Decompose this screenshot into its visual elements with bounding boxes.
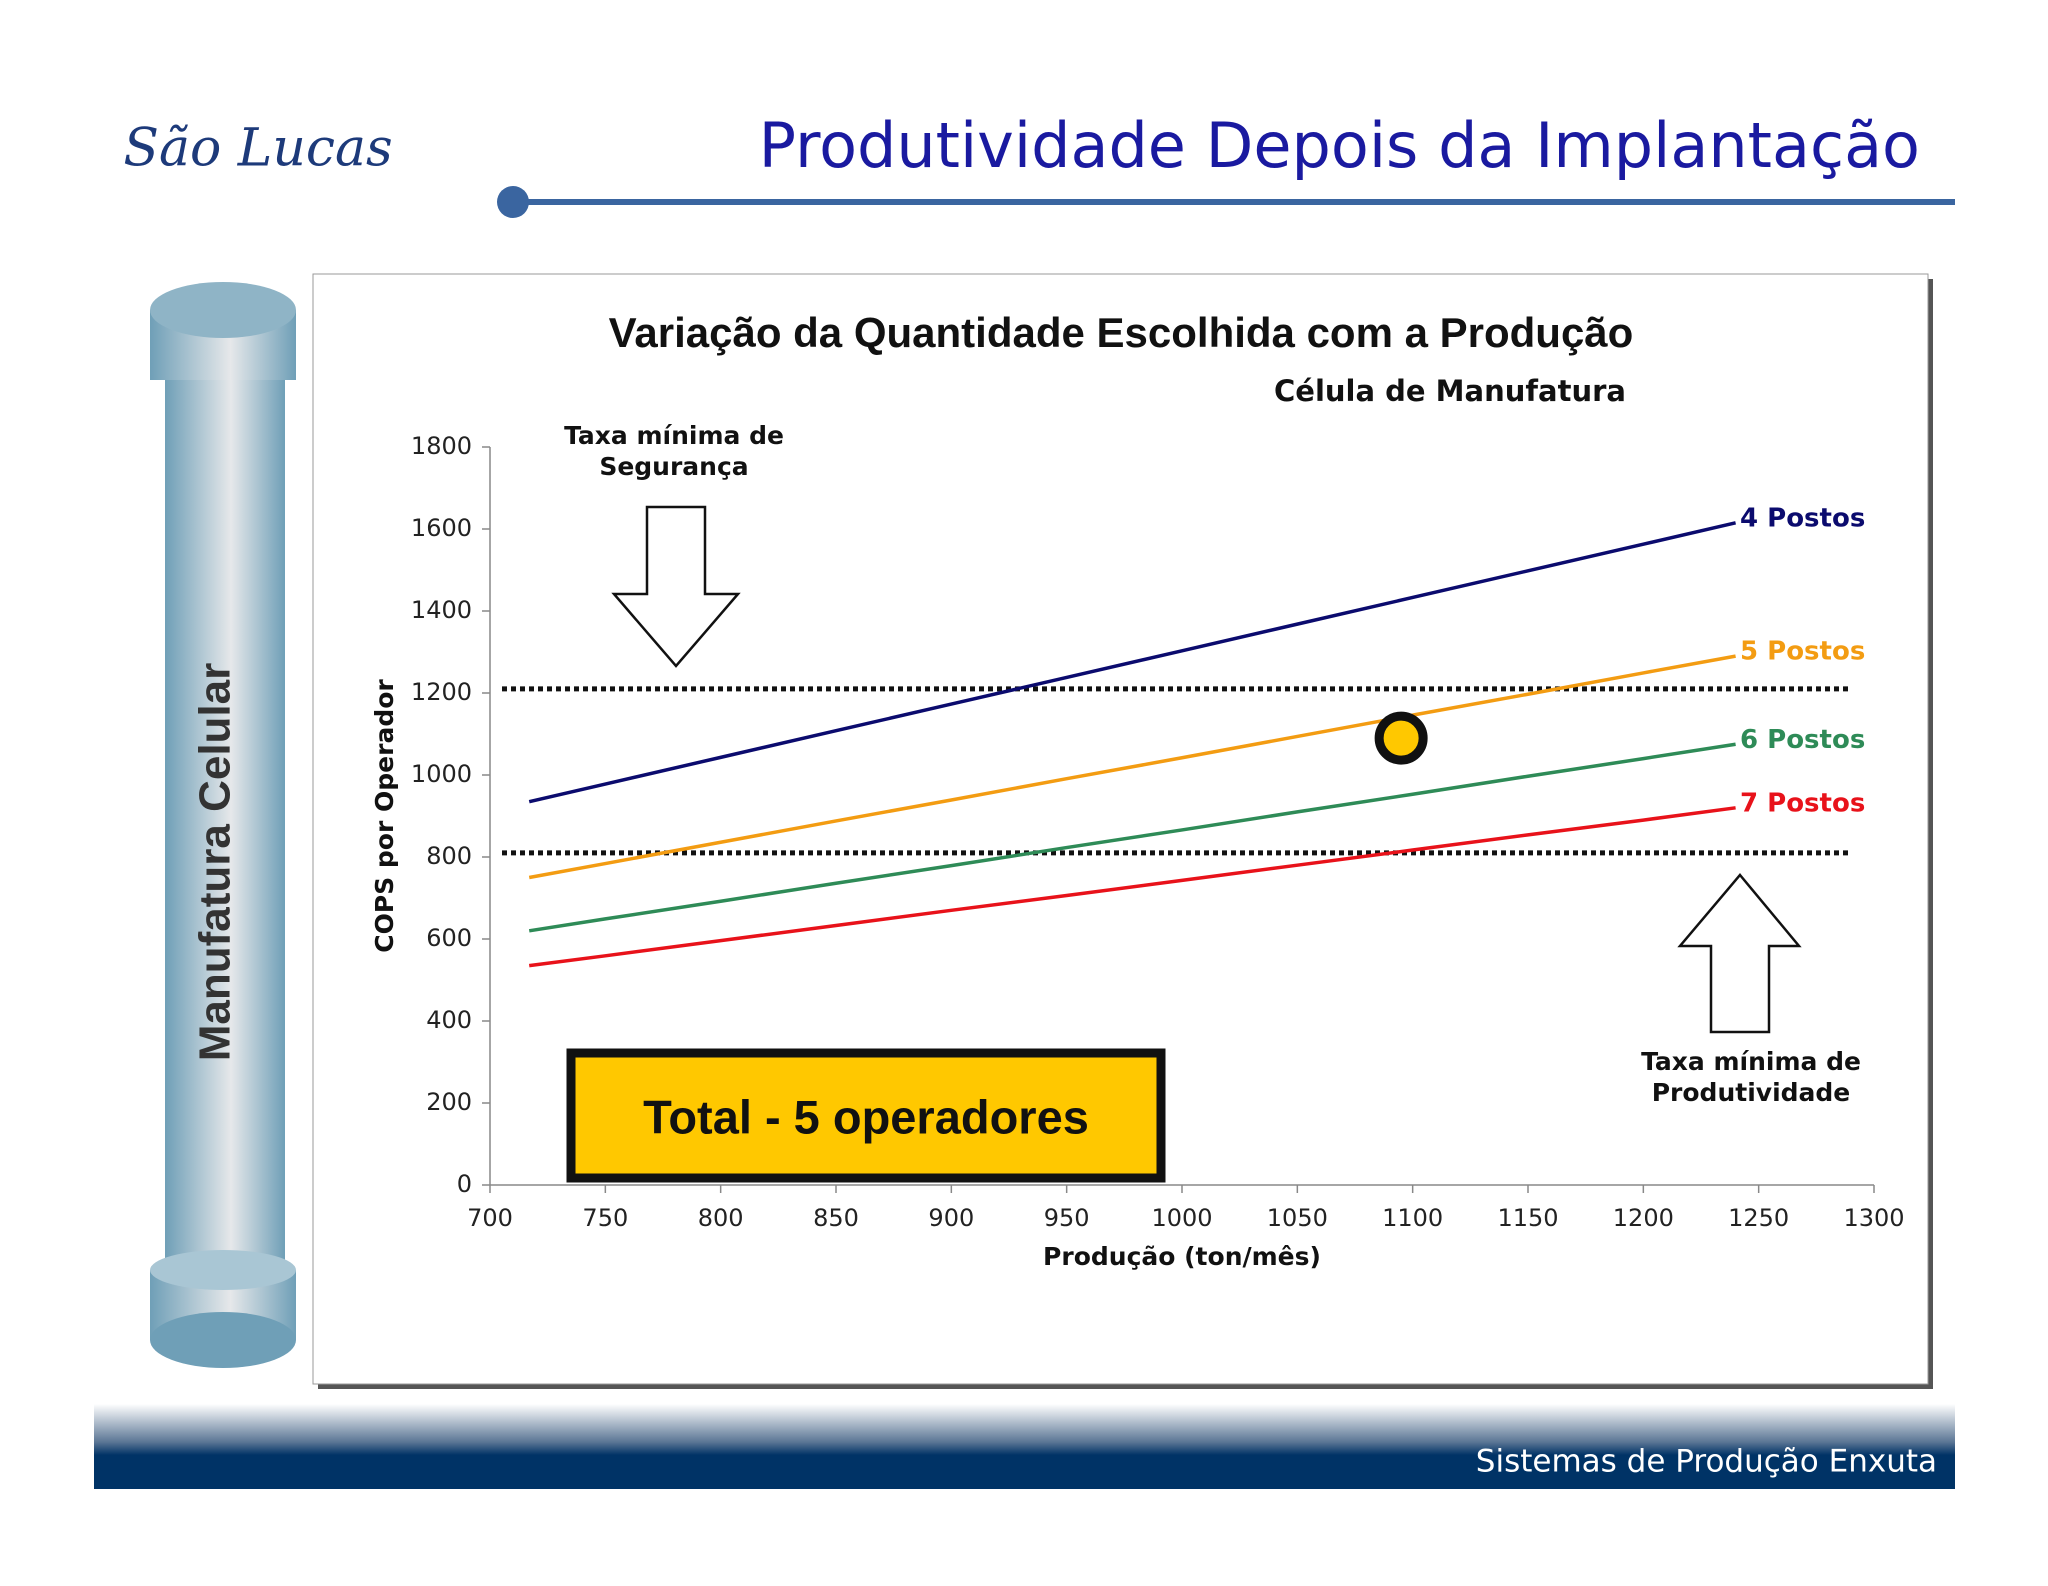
annotation: Taxa mínima de — [564, 421, 784, 450]
series-line — [528, 806, 1736, 968]
x-tick-label: 950 — [1044, 1204, 1090, 1232]
annotation: Segurança — [599, 452, 748, 481]
y-tick-label: 1600 — [411, 514, 472, 542]
series-label: 4 Postos — [1740, 503, 1865, 533]
callout-text: Total - 5 operadores — [643, 1090, 1089, 1143]
highlight-point — [1374, 711, 1428, 765]
footer-band — [94, 1404, 1955, 1489]
series-line — [528, 521, 1736, 804]
y-tick-label: 800 — [426, 842, 472, 870]
annotation: Taxa mínima de — [1641, 1047, 1861, 1076]
y-tick-label: 0 — [457, 1170, 472, 1198]
series-label: 6 Postos — [1740, 725, 1865, 755]
footer-text: Sistemas de Produção Enxuta — [1476, 1444, 1937, 1480]
chart-title: Variação da Quantidade Escolhida com a P… — [609, 309, 1634, 356]
y-tick-label: 600 — [426, 924, 472, 952]
arrow-down — [611, 505, 741, 668]
x-tick-label: 750 — [582, 1204, 628, 1232]
x-tick-label: 900 — [928, 1204, 974, 1232]
y-tick-label: 1800 — [411, 432, 472, 460]
x-axis-label: Produção (ton/mês) — [1043, 1242, 1321, 1271]
side-cylinder — [150, 282, 296, 1368]
arrow-up — [1677, 873, 1802, 1034]
logo: São Lucas — [123, 119, 392, 179]
series-line — [528, 742, 1736, 933]
annotation: Produtividade — [1652, 1078, 1851, 1107]
x-tick-label: 1200 — [1613, 1204, 1674, 1232]
x-tick-label: 700 — [467, 1204, 513, 1232]
series-label: 7 Postos — [1740, 788, 1865, 818]
x-tick-label: 850 — [813, 1204, 859, 1232]
x-tick-label: 1100 — [1382, 1204, 1443, 1232]
chart-frame — [312, 273, 1929, 1385]
x-tick-label: 1300 — [1843, 1204, 1904, 1232]
x-tick-label: 1050 — [1267, 1204, 1328, 1232]
x-tick-label: 1250 — [1728, 1204, 1789, 1232]
series-line — [528, 654, 1736, 880]
chart-subtitle: Célula de Manufatura — [1274, 374, 1626, 408]
side-label: Manufatura Celular — [191, 663, 240, 1062]
x-tick-label: 1150 — [1497, 1204, 1558, 1232]
y-tick-label: 1000 — [411, 760, 472, 788]
x-tick-label: 1000 — [1151, 1204, 1212, 1232]
callout-box — [566, 1048, 1166, 1183]
x-tick-label: 800 — [698, 1204, 744, 1232]
series-label: 5 Postos — [1740, 637, 1865, 667]
y-tick-label: 400 — [426, 1006, 472, 1034]
slide-title: Produtividade Depois da Implantação — [759, 109, 1920, 182]
title-dot — [497, 186, 529, 218]
y-axis-label: COPS por Operador — [370, 679, 399, 953]
y-tick-label: 200 — [426, 1088, 472, 1116]
y-tick-label: 1400 — [411, 596, 472, 624]
y-tick-label: 1200 — [411, 678, 472, 706]
